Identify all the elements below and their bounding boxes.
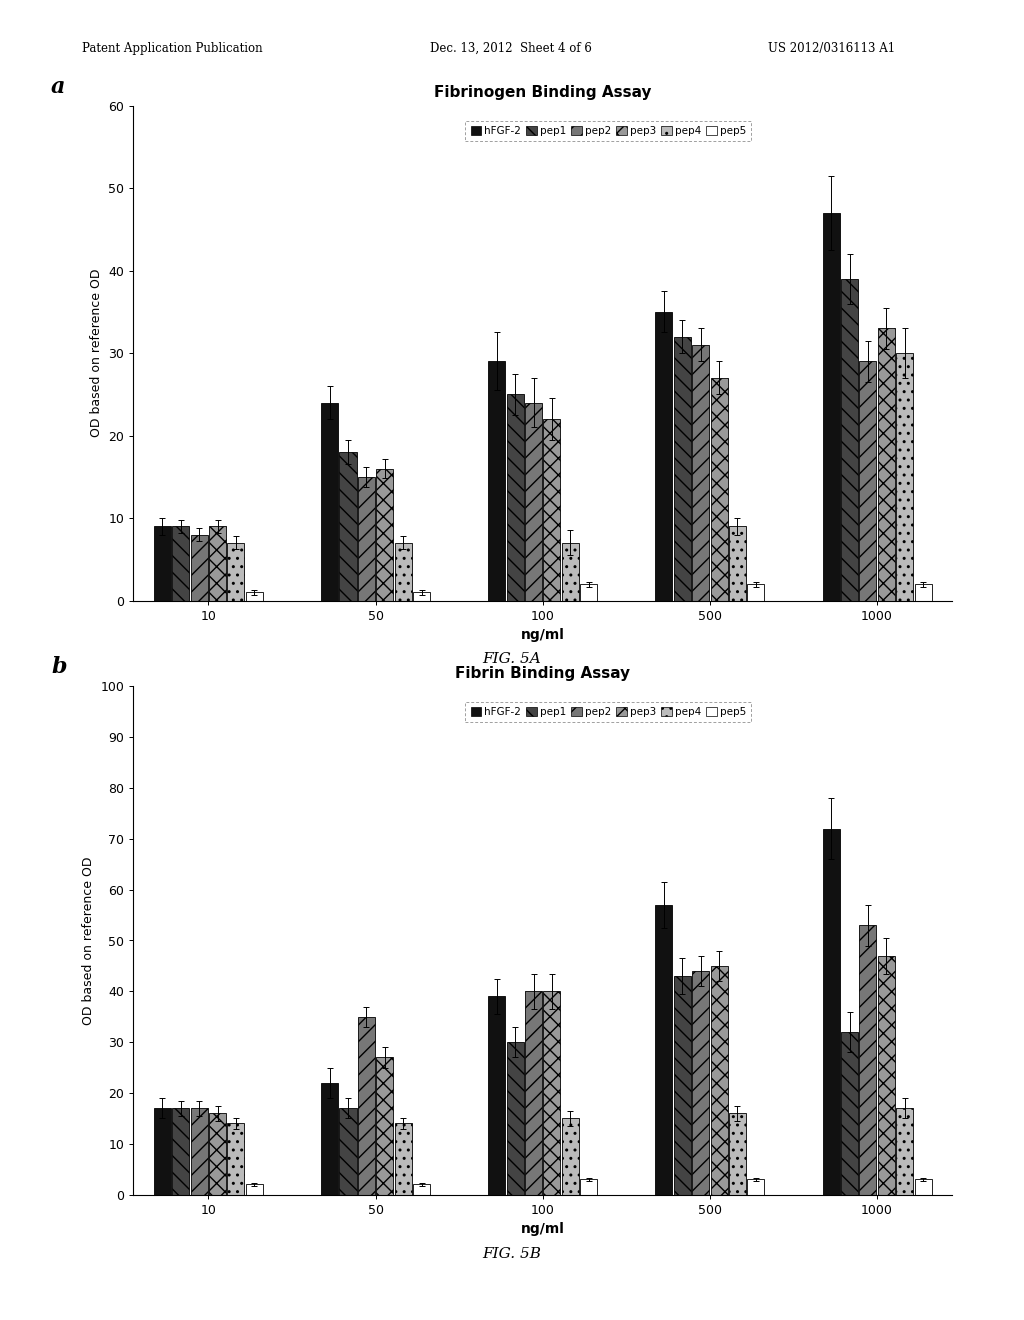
- Bar: [562, 1118, 579, 1195]
- Bar: [172, 1109, 189, 1195]
- Bar: [544, 991, 560, 1195]
- Bar: [525, 403, 542, 601]
- Bar: [413, 1184, 430, 1195]
- Text: FIG. 5B: FIG. 5B: [482, 1247, 542, 1262]
- Bar: [227, 1123, 245, 1195]
- Bar: [488, 997, 505, 1195]
- Bar: [321, 1082, 338, 1195]
- Bar: [878, 329, 895, 601]
- Bar: [413, 593, 430, 601]
- Text: Dec. 13, 2012  Sheet 4 of 6: Dec. 13, 2012 Sheet 4 of 6: [430, 42, 592, 55]
- Bar: [878, 956, 895, 1195]
- Bar: [748, 1179, 765, 1195]
- Bar: [674, 337, 691, 601]
- Text: Patent Application Publication: Patent Application Publication: [82, 42, 262, 55]
- Bar: [227, 543, 245, 601]
- Y-axis label: OD based on reference OD: OD based on reference OD: [89, 269, 102, 437]
- Text: FIG. 5A: FIG. 5A: [482, 652, 542, 667]
- Bar: [655, 906, 673, 1195]
- Bar: [841, 279, 858, 601]
- Bar: [711, 378, 728, 601]
- Bar: [914, 583, 932, 601]
- Bar: [711, 966, 728, 1195]
- Bar: [357, 477, 375, 601]
- Bar: [376, 1057, 393, 1195]
- Bar: [822, 829, 840, 1195]
- Bar: [172, 527, 189, 601]
- Title: Fibrinogen Binding Assay: Fibrinogen Binding Assay: [434, 86, 651, 100]
- Bar: [674, 975, 691, 1195]
- Bar: [209, 1113, 226, 1195]
- Bar: [581, 1179, 597, 1195]
- Bar: [914, 1179, 932, 1195]
- Bar: [507, 395, 523, 601]
- Bar: [376, 469, 393, 601]
- Bar: [190, 1109, 208, 1195]
- Bar: [841, 1032, 858, 1195]
- X-axis label: ng/ml: ng/ml: [521, 628, 564, 643]
- Legend: hFGF-2, pep1, pep2, pep3, pep4, pep5: hFGF-2, pep1, pep2, pep3, pep4, pep5: [465, 120, 752, 141]
- Bar: [394, 1123, 412, 1195]
- Bar: [896, 352, 913, 601]
- Bar: [748, 583, 765, 601]
- Bar: [209, 527, 226, 601]
- Bar: [190, 535, 208, 601]
- Bar: [246, 593, 263, 601]
- Bar: [692, 345, 710, 601]
- Bar: [339, 451, 356, 601]
- Bar: [581, 583, 597, 601]
- Bar: [692, 972, 710, 1195]
- Bar: [525, 991, 542, 1195]
- Y-axis label: OD based on reference OD: OD based on reference OD: [82, 857, 94, 1024]
- Bar: [562, 543, 579, 601]
- Bar: [321, 403, 338, 601]
- Bar: [246, 1184, 263, 1195]
- Title: Fibrin Binding Assay: Fibrin Binding Assay: [455, 667, 631, 681]
- Bar: [729, 1113, 746, 1195]
- Bar: [488, 362, 505, 601]
- Bar: [655, 312, 673, 601]
- Bar: [822, 213, 840, 601]
- Bar: [394, 543, 412, 601]
- Bar: [896, 1109, 913, 1195]
- Bar: [154, 527, 171, 601]
- Legend: hFGF-2, pep1, pep2, pep3, pep4, pep5: hFGF-2, pep1, pep2, pep3, pep4, pep5: [465, 702, 752, 722]
- Text: US 2012/0316113 A1: US 2012/0316113 A1: [768, 42, 895, 55]
- Bar: [859, 362, 877, 601]
- Bar: [859, 925, 877, 1195]
- Bar: [339, 1109, 356, 1195]
- X-axis label: ng/ml: ng/ml: [521, 1222, 564, 1237]
- Bar: [154, 1109, 171, 1195]
- Bar: [357, 1016, 375, 1195]
- Text: b: b: [51, 656, 67, 678]
- Bar: [507, 1043, 523, 1195]
- Bar: [544, 418, 560, 601]
- Bar: [729, 527, 746, 601]
- Text: a: a: [51, 75, 66, 98]
